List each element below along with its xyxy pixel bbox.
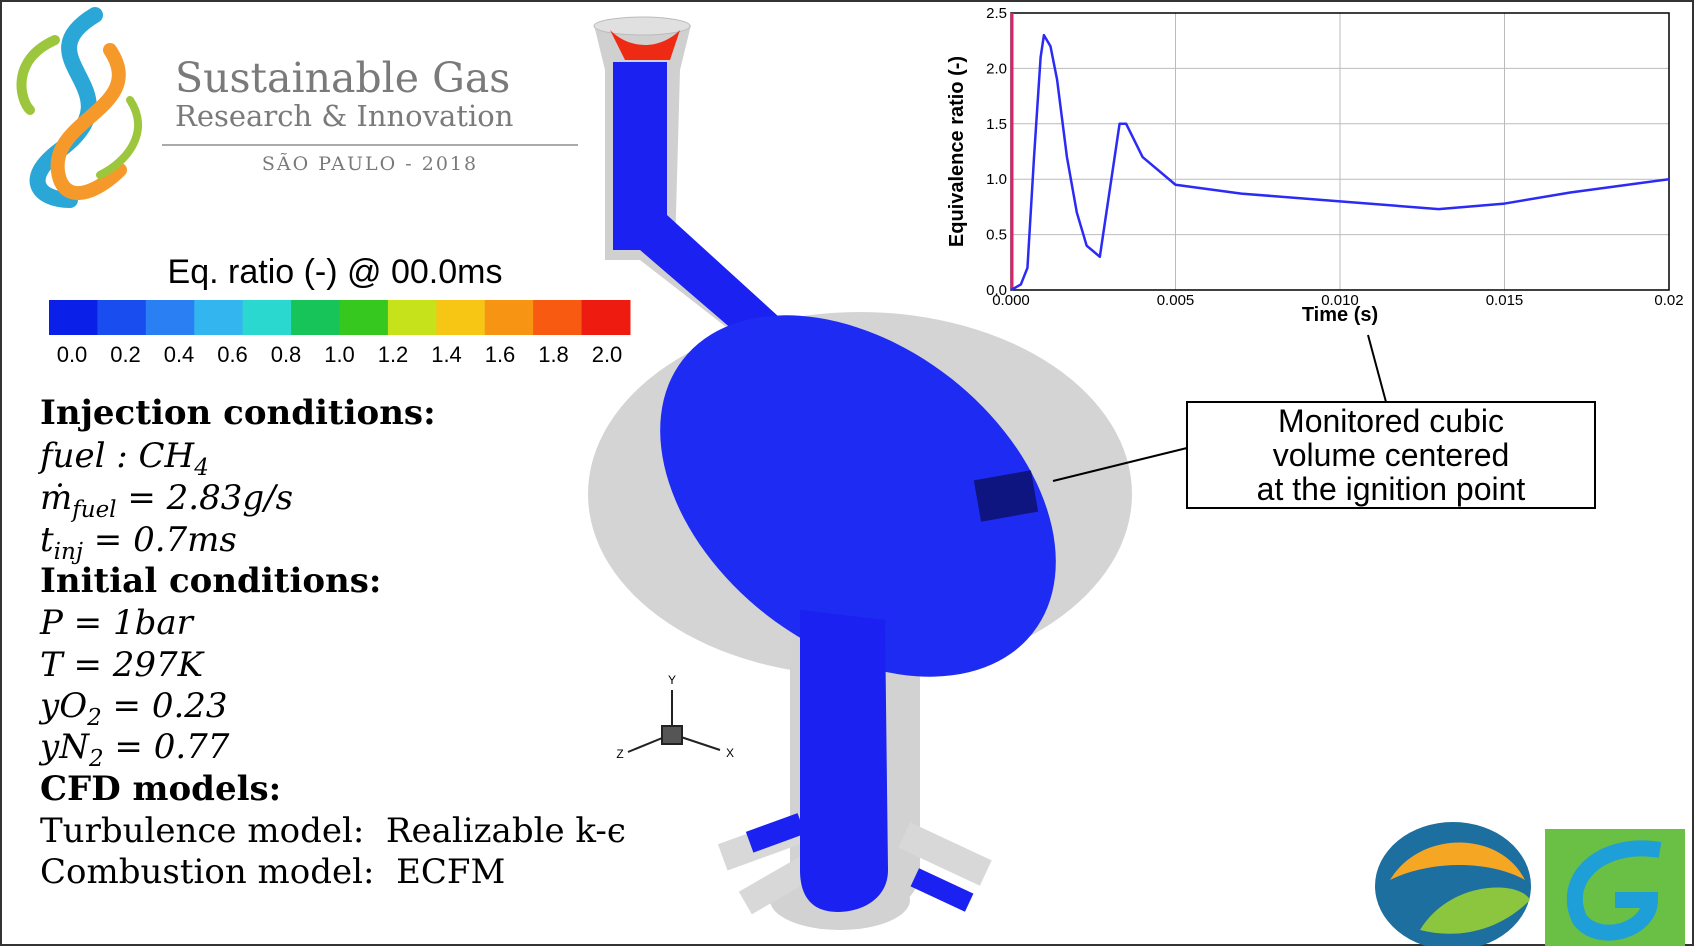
annotation-line: Monitored cubic	[1278, 403, 1504, 439]
colorbar-tick-label: 1.0	[324, 342, 355, 367]
condition-text: yN	[38, 727, 90, 767]
x-tick-label: 0.000	[992, 292, 1030, 309]
colorbar-swatch	[49, 300, 98, 335]
y-tick-label: 1.0	[986, 171, 1007, 188]
colorbar-tick-label: 1.2	[378, 342, 409, 367]
y-axis-label: Equivalence ratio (-)	[946, 56, 968, 247]
condition-text: t	[40, 520, 54, 560]
colorbar-tick-label: 1.6	[485, 342, 516, 367]
x-tick-label: 0.005	[1157, 292, 1195, 309]
condition-text: Injection conditions:	[40, 393, 436, 433]
condition-text: = 0.7ms	[83, 520, 237, 560]
colorbar: 0.0 0.2 0.4 0.6 0.8 1.0 1.2 1.4 1.6 1.8 2.0	[49, 300, 631, 367]
logo-subtitle: Research & Innovation	[175, 99, 513, 133]
x-axis-label: Time (s)	[1302, 304, 1378, 326]
colorbar-swatch	[194, 300, 243, 335]
logo-title: Sustainable Gas	[175, 54, 510, 102]
x-tick-label: 0.02	[1654, 292, 1683, 309]
logo-place: SÃO PAULO - 2018	[262, 153, 478, 175]
colorbar-tick-label: 0.2	[110, 342, 141, 367]
condition-text: Turbulence model: Realizable k-ϵ	[40, 811, 626, 851]
triad-x: X	[726, 746, 734, 760]
colorbar-swatch	[388, 300, 437, 335]
colorbar-swatch	[291, 300, 340, 335]
colorbar-tick-label: 0.0	[57, 342, 88, 367]
page: Sustainable Gas Research & Innovation SÃ…	[0, 0, 1694, 946]
colorbar-swatch	[97, 300, 146, 335]
condition-text: Initial conditions:	[40, 561, 381, 601]
colorbar-swatch	[436, 300, 485, 335]
colorbar-swatch	[533, 300, 582, 335]
condition-text: P = 1bar	[39, 603, 195, 643]
condition-text: = 2.83g/s	[117, 478, 293, 518]
colorbar-tick-label: 2.0	[592, 342, 623, 367]
colorbar-swatch	[485, 300, 534, 335]
colorbar-tick-label: 1.4	[431, 342, 462, 367]
colorbar-tick-label: 1.8	[538, 342, 569, 367]
annotation-line: volume centered	[1273, 437, 1510, 473]
condition-text: Combustion model: ECFM	[40, 852, 505, 892]
condition-text: fuel : CH	[37, 436, 196, 476]
y-tick-label: 2.0	[986, 60, 1007, 77]
annotation-line: at the ignition point	[1257, 471, 1526, 507]
colorbar-tick-label: 0.8	[271, 342, 302, 367]
condition-text: T = 297K	[40, 645, 206, 685]
triad-y: Y	[668, 673, 676, 687]
condition-text: yO	[38, 686, 87, 726]
colorbar-swatch	[340, 300, 389, 335]
condition-text: CFD models:	[40, 769, 281, 809]
condition-text: = 0.23	[102, 686, 228, 726]
colorbar-tick-label: 0.4	[164, 342, 195, 367]
x-tick-label: 0.015	[1486, 292, 1524, 309]
condition-text: ṁ	[40, 478, 72, 518]
colorbar-swatch	[146, 300, 195, 335]
colorbar-swatch	[243, 300, 292, 335]
condition-text: = 0.77	[104, 727, 230, 767]
y-tick-label: 0.5	[986, 227, 1007, 244]
y-tick-label: 1.5	[986, 116, 1007, 133]
slide: Sustainable Gas Research & Innovation SÃ…	[0, 0, 1694, 946]
colorbar-tick-label: 0.6	[217, 342, 248, 367]
colorbar-swatch	[582, 300, 631, 335]
triad-z: Z	[616, 747, 623, 761]
colorbar-title: Eq. ratio (-) @ 00.0ms	[168, 253, 503, 291]
y-tick-label: 2.5	[986, 5, 1007, 22]
